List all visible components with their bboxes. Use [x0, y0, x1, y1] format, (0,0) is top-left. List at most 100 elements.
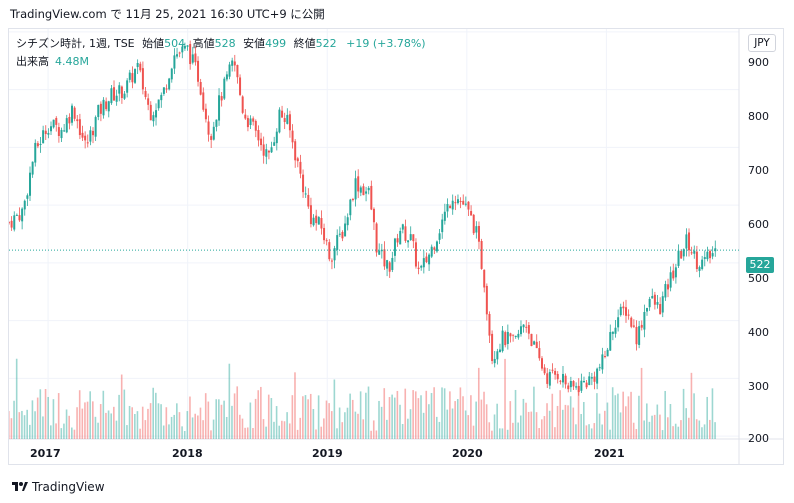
candle-body — [120, 86, 123, 99]
candle-body — [525, 326, 528, 328]
candle-body — [582, 381, 585, 383]
volume-bar — [485, 404, 488, 439]
volume-bar — [575, 424, 577, 439]
candle-body — [674, 267, 677, 278]
candle-body — [60, 129, 63, 139]
volume-bar — [365, 392, 367, 439]
candle-body — [412, 234, 415, 242]
close-label: 終値 — [293, 37, 316, 50]
price-tick: 900 — [748, 56, 769, 69]
candle-body — [21, 208, 24, 222]
candle-body — [640, 324, 643, 328]
chart-frame[interactable] — [8, 28, 784, 465]
volume-bar — [113, 406, 115, 439]
candle-body — [630, 317, 633, 327]
candle-body — [569, 381, 572, 388]
candle-body — [540, 358, 543, 369]
volume-bar — [71, 427, 73, 439]
volume-bar — [228, 363, 231, 439]
candle-body — [333, 248, 336, 261]
candle-body — [449, 205, 452, 209]
volume-bar — [162, 425, 165, 439]
volume-bar — [131, 407, 134, 439]
volume-bar — [546, 403, 548, 439]
low-value: 499 — [265, 37, 287, 50]
candle-body — [535, 341, 538, 349]
volume-bar — [239, 414, 241, 439]
candle-body — [401, 224, 404, 230]
volume-bar — [372, 420, 375, 439]
candle-body — [386, 260, 389, 269]
volume-bar — [170, 416, 173, 439]
volume-bar — [13, 400, 15, 439]
candle-body — [428, 254, 431, 265]
volume-bar — [609, 429, 611, 439]
volume-bar — [84, 402, 86, 439]
currency-button[interactable]: JPY — [748, 34, 776, 52]
volume-bar — [567, 405, 569, 439]
candle-body — [178, 52, 181, 54]
high-value: 528 — [214, 37, 236, 50]
volume-bar — [120, 374, 123, 439]
candle-body — [63, 130, 66, 132]
candle-body — [296, 158, 299, 162]
volume-bar — [333, 379, 336, 439]
candle-body — [176, 54, 179, 57]
candle-body — [378, 250, 381, 255]
footer-brand[interactable]: TradingView — [12, 480, 105, 494]
volume-bar — [63, 423, 65, 439]
candle-body — [585, 382, 588, 388]
price-chart[interactable] — [9, 29, 783, 464]
candle-body — [703, 257, 706, 260]
candle-body — [417, 267, 420, 269]
volume-bar — [320, 426, 323, 439]
candle-body — [391, 257, 394, 270]
volume-bar — [370, 430, 372, 439]
candle-body — [312, 217, 315, 226]
volume-bar — [42, 416, 44, 439]
candle-body — [13, 215, 16, 230]
volume-bar — [577, 386, 580, 439]
publish-bar: TradingView.com で 11月 25, 2021 16:30 UTC… — [0, 0, 794, 26]
volume-bar — [554, 427, 556, 439]
candle-body — [614, 327, 617, 334]
candle-body — [580, 380, 583, 391]
volume-bar — [635, 429, 638, 439]
volume-bar — [144, 420, 147, 439]
volume-bar — [78, 390, 81, 439]
candle-body — [123, 93, 126, 99]
volume-bar — [102, 390, 105, 439]
volume-bar — [378, 400, 380, 439]
volume-bar — [165, 407, 168, 439]
volume-bar — [638, 395, 640, 439]
candle-body — [409, 234, 412, 241]
volume-bar — [404, 388, 407, 439]
volume-bar — [640, 367, 643, 439]
volume-bar — [569, 396, 572, 439]
volume-bar — [212, 419, 215, 439]
volume-bar — [706, 396, 708, 439]
volume-bar — [265, 426, 267, 439]
candle-body — [215, 119, 218, 127]
candle-body — [393, 238, 396, 256]
high-label: 高値 — [192, 37, 215, 50]
candle-body — [506, 331, 509, 344]
candle-body — [414, 242, 417, 267]
candle-body — [29, 172, 32, 196]
candle-body — [173, 55, 176, 69]
candle-body — [648, 298, 651, 308]
volume-bar — [698, 420, 701, 439]
candle-body — [315, 215, 318, 224]
volume-bar — [105, 412, 107, 439]
candle-body — [92, 130, 95, 136]
volume-bar — [585, 425, 588, 439]
volume-bar — [519, 415, 522, 439]
candle-body — [239, 77, 242, 95]
candle-body — [365, 191, 368, 194]
volume-bar — [349, 393, 351, 439]
candle-body — [273, 142, 276, 146]
volume-bar — [462, 396, 464, 439]
volume-bar — [168, 424, 170, 439]
price-tick: 300 — [748, 380, 769, 393]
candle-body — [341, 232, 344, 239]
